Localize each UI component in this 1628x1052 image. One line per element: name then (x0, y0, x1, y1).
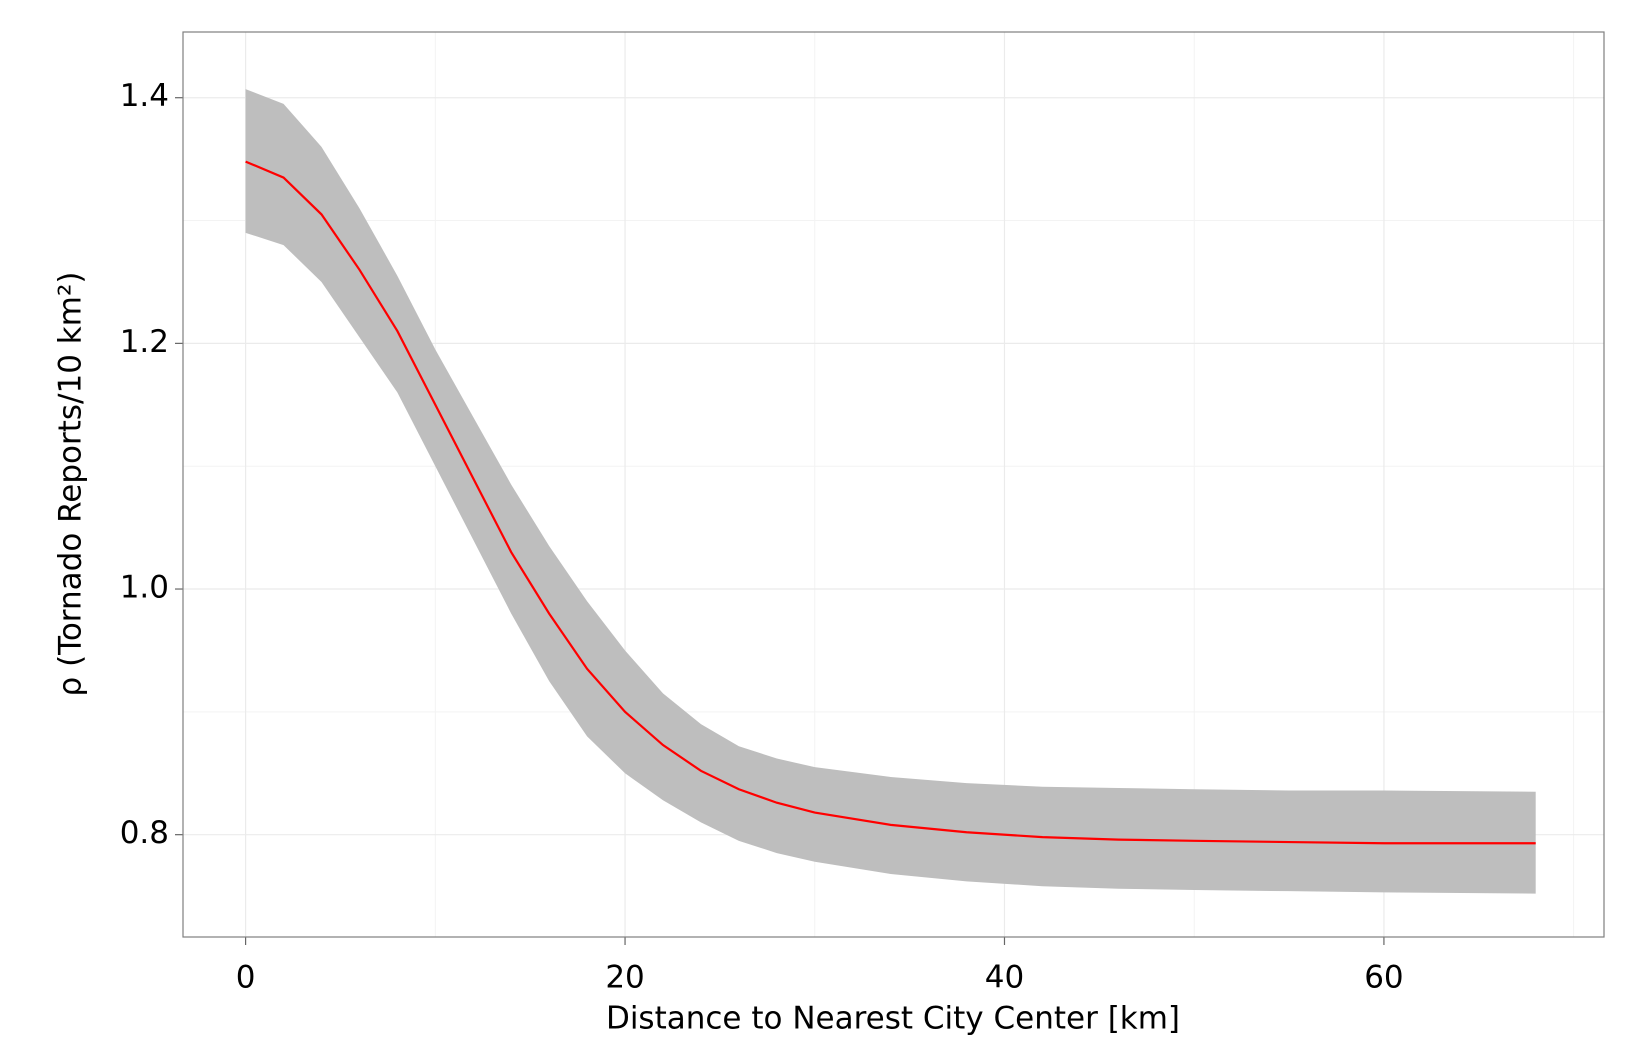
line (245, 160, 1536, 845)
x-tick-label: 20 (605, 960, 644, 996)
confidence-band (245, 89, 1536, 894)
y-tick-label: 0.8 (120, 815, 169, 851)
y-tick-label: 1.0 (120, 570, 169, 606)
x-tick-label: 40 (985, 960, 1024, 996)
plot-frame (182, 31, 1605, 938)
x-tick-label: 0 (236, 960, 256, 996)
y-axis-label: ρ (Tornado Reports/10 km²) (53, 272, 89, 697)
x-tick-label: 60 (1364, 960, 1403, 996)
y-tick-label: 1.2 (120, 324, 169, 360)
x-axis-label: Distance to Nearest City Center [km] (606, 1001, 1180, 1037)
y-tick-label: 1.4 (120, 78, 169, 114)
